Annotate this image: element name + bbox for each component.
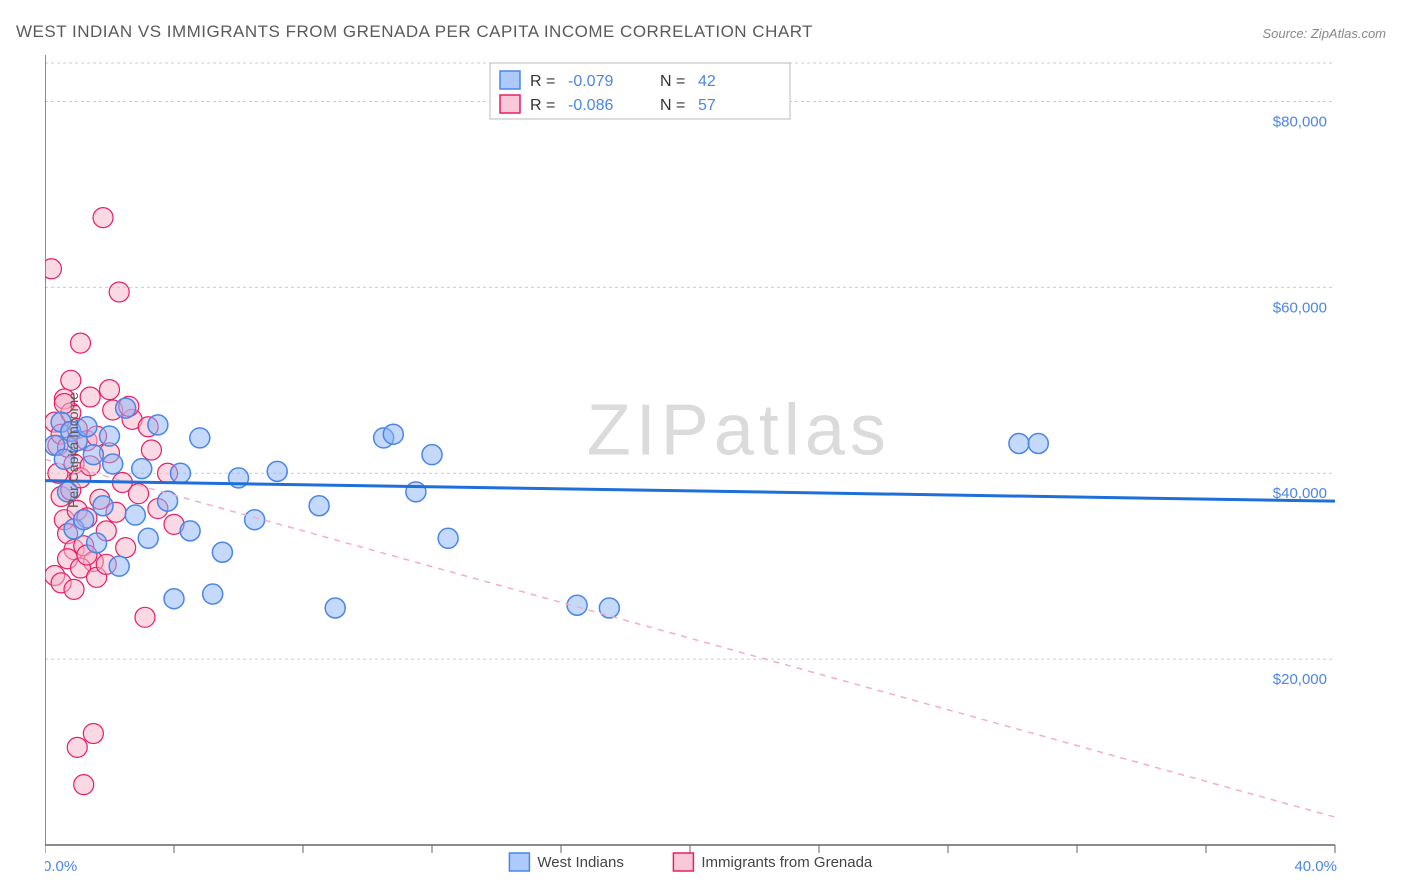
data-point-westindian <box>83 445 103 465</box>
data-point-westindian <box>438 528 458 548</box>
data-point-westindian <box>180 521 200 541</box>
legend-label: West Indians <box>537 854 623 871</box>
data-point-grenada <box>93 208 113 228</box>
data-point-westindian <box>1009 433 1029 453</box>
data-point-grenada <box>135 607 155 627</box>
stats-r-value: -0.086 <box>568 97 613 114</box>
data-point-westindian <box>148 415 168 435</box>
y-tick-label: $20,000 <box>1273 671 1327 688</box>
data-point-westindian <box>309 496 329 516</box>
data-point-westindian <box>138 528 158 548</box>
data-point-westindian <box>170 463 190 483</box>
data-point-westindian <box>422 445 442 465</box>
stats-r-value: -0.079 <box>568 73 613 90</box>
x-tick-label: 0.0% <box>45 858 77 875</box>
data-point-westindian <box>109 556 129 576</box>
y-tick-label: $80,000 <box>1273 113 1327 130</box>
data-point-grenada <box>116 538 136 558</box>
data-point-grenada <box>141 440 161 460</box>
data-point-westindian <box>74 510 94 530</box>
data-point-westindian <box>203 584 223 604</box>
data-point-westindian <box>164 589 184 609</box>
data-point-grenada <box>83 723 103 743</box>
data-point-grenada <box>109 282 129 302</box>
data-point-grenada <box>70 333 90 353</box>
data-point-westindian <box>116 398 136 418</box>
stats-n-label: N = <box>660 97 685 114</box>
legend-label: Immigrants from Grenada <box>701 854 873 871</box>
data-point-westindian <box>212 542 232 562</box>
legend-swatch <box>673 853 693 871</box>
legend-swatch <box>509 853 529 871</box>
data-point-westindian <box>100 426 120 446</box>
y-tick-label: $60,000 <box>1273 299 1327 316</box>
data-point-grenada <box>80 387 100 407</box>
y-axis-label: Per Capita Income <box>65 392 81 508</box>
data-point-westindian <box>406 482 426 502</box>
stats-n-value: 57 <box>698 97 716 114</box>
scatter-chart-svg: $20,000$40,000$60,000$80,000ZIPatlas0.0%… <box>45 55 1390 885</box>
trend-line-grenada <box>45 459 1335 817</box>
x-tick-label: 40.0% <box>1294 858 1337 875</box>
source-attribution: Source: ZipAtlas.com <box>1262 26 1386 41</box>
data-point-westindian <box>132 459 152 479</box>
data-point-grenada <box>100 380 120 400</box>
data-point-westindian <box>383 424 403 444</box>
data-point-grenada <box>61 370 81 390</box>
data-point-westindian <box>267 461 287 481</box>
data-point-grenada <box>74 775 94 795</box>
stats-r-label: R = <box>530 73 555 90</box>
data-point-westindian <box>158 491 178 511</box>
data-point-grenada <box>64 579 84 599</box>
data-point-westindian <box>245 510 265 530</box>
data-point-westindian <box>599 598 619 618</box>
data-point-westindian <box>1028 433 1048 453</box>
stats-n-label: N = <box>660 73 685 90</box>
data-point-grenada <box>67 737 87 757</box>
stats-r-label: R = <box>530 97 555 114</box>
watermark: ZIPatlas <box>587 391 891 471</box>
data-point-westindian <box>103 454 123 474</box>
data-point-grenada <box>45 259 61 279</box>
trend-line-westindian <box>45 481 1335 501</box>
data-point-westindian <box>190 428 210 448</box>
chart-area: Per Capita Income $20,000$40,000$60,000$… <box>45 55 1390 845</box>
legend-swatch-pink <box>500 95 520 113</box>
chart-title: WEST INDIAN VS IMMIGRANTS FROM GRENADA P… <box>16 22 813 42</box>
stats-n-value: 42 <box>698 73 716 90</box>
data-point-westindian <box>93 496 113 516</box>
legend-swatch-blue <box>500 71 520 89</box>
data-point-westindian <box>325 598 345 618</box>
data-point-westindian <box>125 505 145 525</box>
data-point-westindian <box>87 533 107 553</box>
data-point-grenada <box>129 484 149 504</box>
